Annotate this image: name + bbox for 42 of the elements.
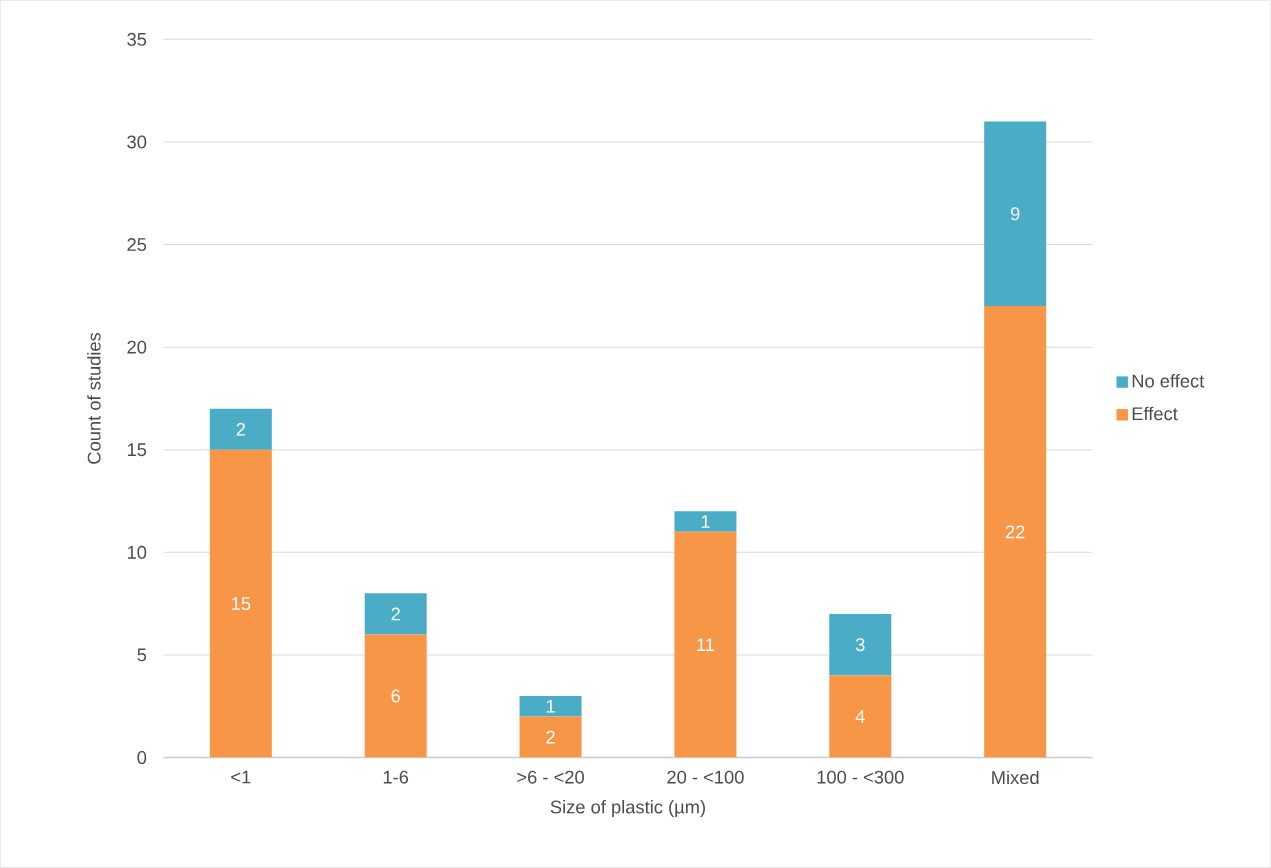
y-tick-label: 35 — [127, 32, 147, 46]
data-label: 11 — [697, 638, 715, 652]
x-tick-label: 1-6 — [383, 770, 409, 784]
y-tick-label: 5 — [137, 648, 147, 662]
bar — [829, 675, 892, 758]
bar — [984, 306, 1047, 758]
y-tick-label: 25 — [127, 238, 147, 252]
data-label: 6 — [391, 689, 400, 703]
bar — [209, 408, 272, 450]
x-tick-label: <1 — [231, 770, 251, 784]
data-label: 15 — [232, 597, 251, 611]
y-tick-label: 10 — [127, 545, 147, 559]
x-tick-label: >6 - <20 — [517, 770, 584, 784]
legend-label: No effect — [1132, 374, 1205, 388]
bar — [364, 634, 427, 758]
legend-label: Effect — [1132, 406, 1178, 421]
bar — [519, 716, 582, 758]
data-label: 4 — [855, 710, 865, 723]
data-label: 1 — [546, 699, 555, 713]
y-tick-label: 30 — [127, 135, 147, 149]
bar — [674, 511, 737, 532]
bar — [984, 121, 1047, 307]
x-tick-label: 100 - <300 — [817, 770, 904, 784]
data-label: 2 — [236, 422, 245, 436]
data-label: 22 — [1005, 525, 1025, 539]
bar — [364, 593, 427, 635]
bar — [209, 449, 272, 758]
x-tick-label: 20 - <100 — [667, 770, 744, 784]
y-tick-label: 20 — [127, 340, 147, 354]
data-label: 2 — [391, 607, 400, 621]
data-label: 9 — [1010, 207, 1020, 221]
y-tick-label: 0 — [137, 751, 147, 765]
data-label: 2 — [546, 730, 555, 744]
bar — [674, 531, 737, 758]
bar — [519, 696, 582, 717]
y-axis-title: Count of studies — [87, 332, 101, 464]
x-tick-label: Mixed — [992, 770, 1039, 785]
x-axis-title: Size of plastic (µm) — [550, 800, 705, 818]
data-label: 3 — [855, 638, 865, 652]
bar — [829, 613, 892, 676]
y-tick-label: 15 — [127, 443, 147, 457]
data-label: 1 — [701, 515, 710, 528]
